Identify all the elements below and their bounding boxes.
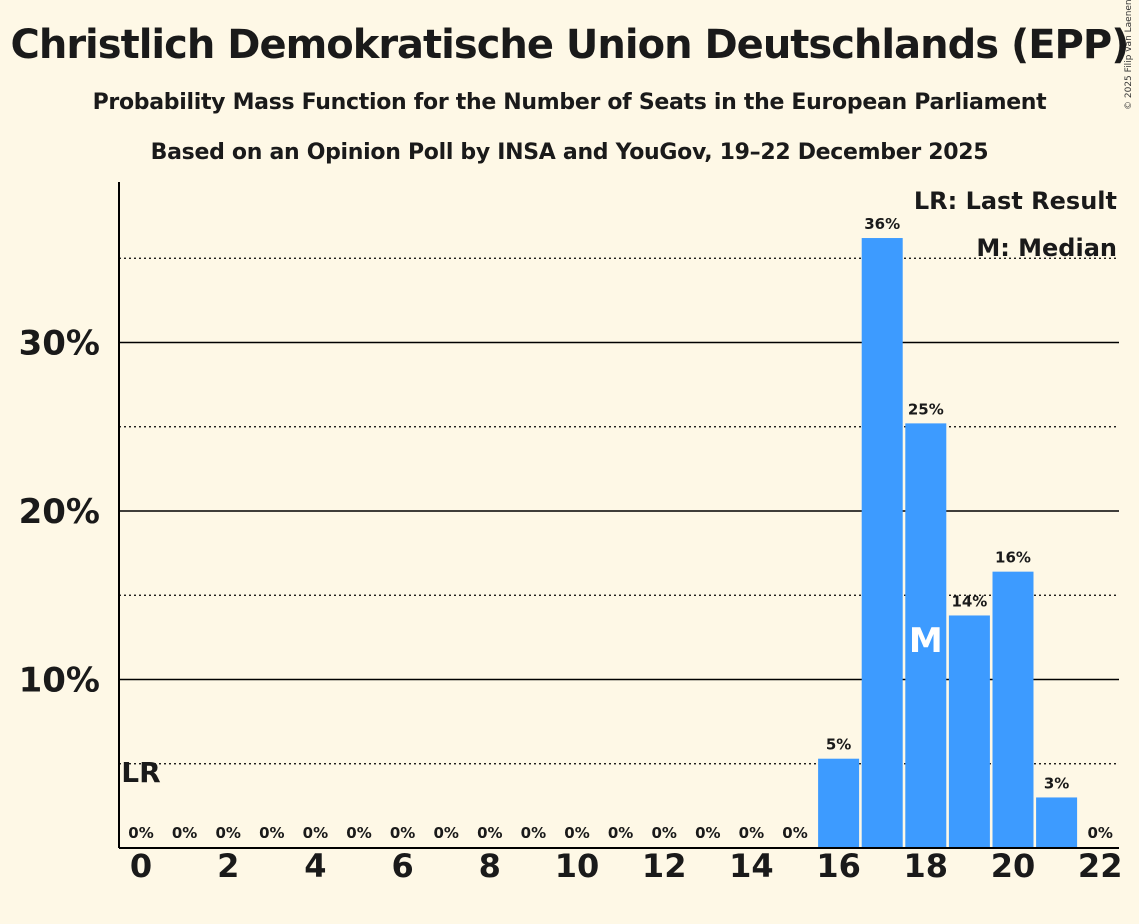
data-label: 5% xyxy=(826,736,851,754)
legend: LR: Last Result M: Median xyxy=(914,187,1117,262)
median-marker: M xyxy=(909,621,943,661)
x-tick-label: 0 xyxy=(130,847,152,885)
x-tick-label: 12 xyxy=(642,847,687,885)
data-label: 0% xyxy=(172,824,197,842)
data-label: 0% xyxy=(564,824,589,842)
x-tick-label: 22 xyxy=(1078,847,1123,885)
legend-last-result: LR: Last Result xyxy=(914,187,1117,215)
data-label: 14% xyxy=(951,592,987,610)
bar xyxy=(905,423,947,848)
bar xyxy=(818,758,860,848)
bar xyxy=(1036,797,1078,848)
bar xyxy=(948,615,990,848)
data-label: 0% xyxy=(651,824,676,842)
data-label: 0% xyxy=(215,824,240,842)
x-tick-label: 20 xyxy=(991,847,1036,885)
data-label: 0% xyxy=(259,824,284,842)
x-tick-label: 6 xyxy=(391,847,413,885)
data-label: 0% xyxy=(1087,824,1112,842)
data-label: 0% xyxy=(433,824,458,842)
data-label: 0% xyxy=(390,824,415,842)
data-label: 25% xyxy=(908,400,944,418)
data-label: 3% xyxy=(1044,774,1069,792)
x-tick-label: 18 xyxy=(904,847,949,885)
chart-subtitle: Probability Mass Function for the Number… xyxy=(92,90,1047,115)
last-result-marker: LR xyxy=(121,756,160,789)
data-labels: 0% 0% 0% 0% 0% 0% 0% 0% 0% 0% 0% 0% 0% 0% 0% 0% 5% 36% 25%… xyxy=(121,215,1113,842)
bar xyxy=(992,571,1034,848)
bar xyxy=(861,238,903,848)
data-label: 0% xyxy=(128,824,153,842)
chart-source-note: Based on an Opinion Poll by INSA and You… xyxy=(150,140,989,165)
legend-median: M: Median xyxy=(976,234,1117,262)
x-tick-label: 10 xyxy=(555,847,600,885)
data-label: 0% xyxy=(477,824,502,842)
bars xyxy=(818,238,1078,848)
data-label: 0% xyxy=(782,824,807,842)
y-tick-label: 20% xyxy=(19,492,100,532)
data-label: 36% xyxy=(864,215,900,233)
data-label: 0% xyxy=(608,824,633,842)
data-label: 0% xyxy=(739,824,764,842)
x-tick-label: 14 xyxy=(729,847,774,885)
data-label: 0% xyxy=(303,824,328,842)
axes: 10% 20% 30% 0 2 4 6 8 10 12 14 16 18 20 22 xyxy=(19,182,1123,885)
x-tick-label: 2 xyxy=(217,847,239,885)
data-label: 16% xyxy=(995,549,1031,567)
data-label: 0% xyxy=(346,824,371,842)
chart-title: Christlich Demokratische Union Deutschla… xyxy=(10,22,1130,68)
y-tick-label: 30% xyxy=(19,324,100,364)
x-tick-label: 16 xyxy=(816,847,861,885)
data-label: 0% xyxy=(521,824,546,842)
y-tick-label: 10% xyxy=(19,661,100,701)
data-label: 0% xyxy=(695,824,720,842)
x-tick-label: 4 xyxy=(304,847,326,885)
x-tick-label: 8 xyxy=(479,847,501,885)
